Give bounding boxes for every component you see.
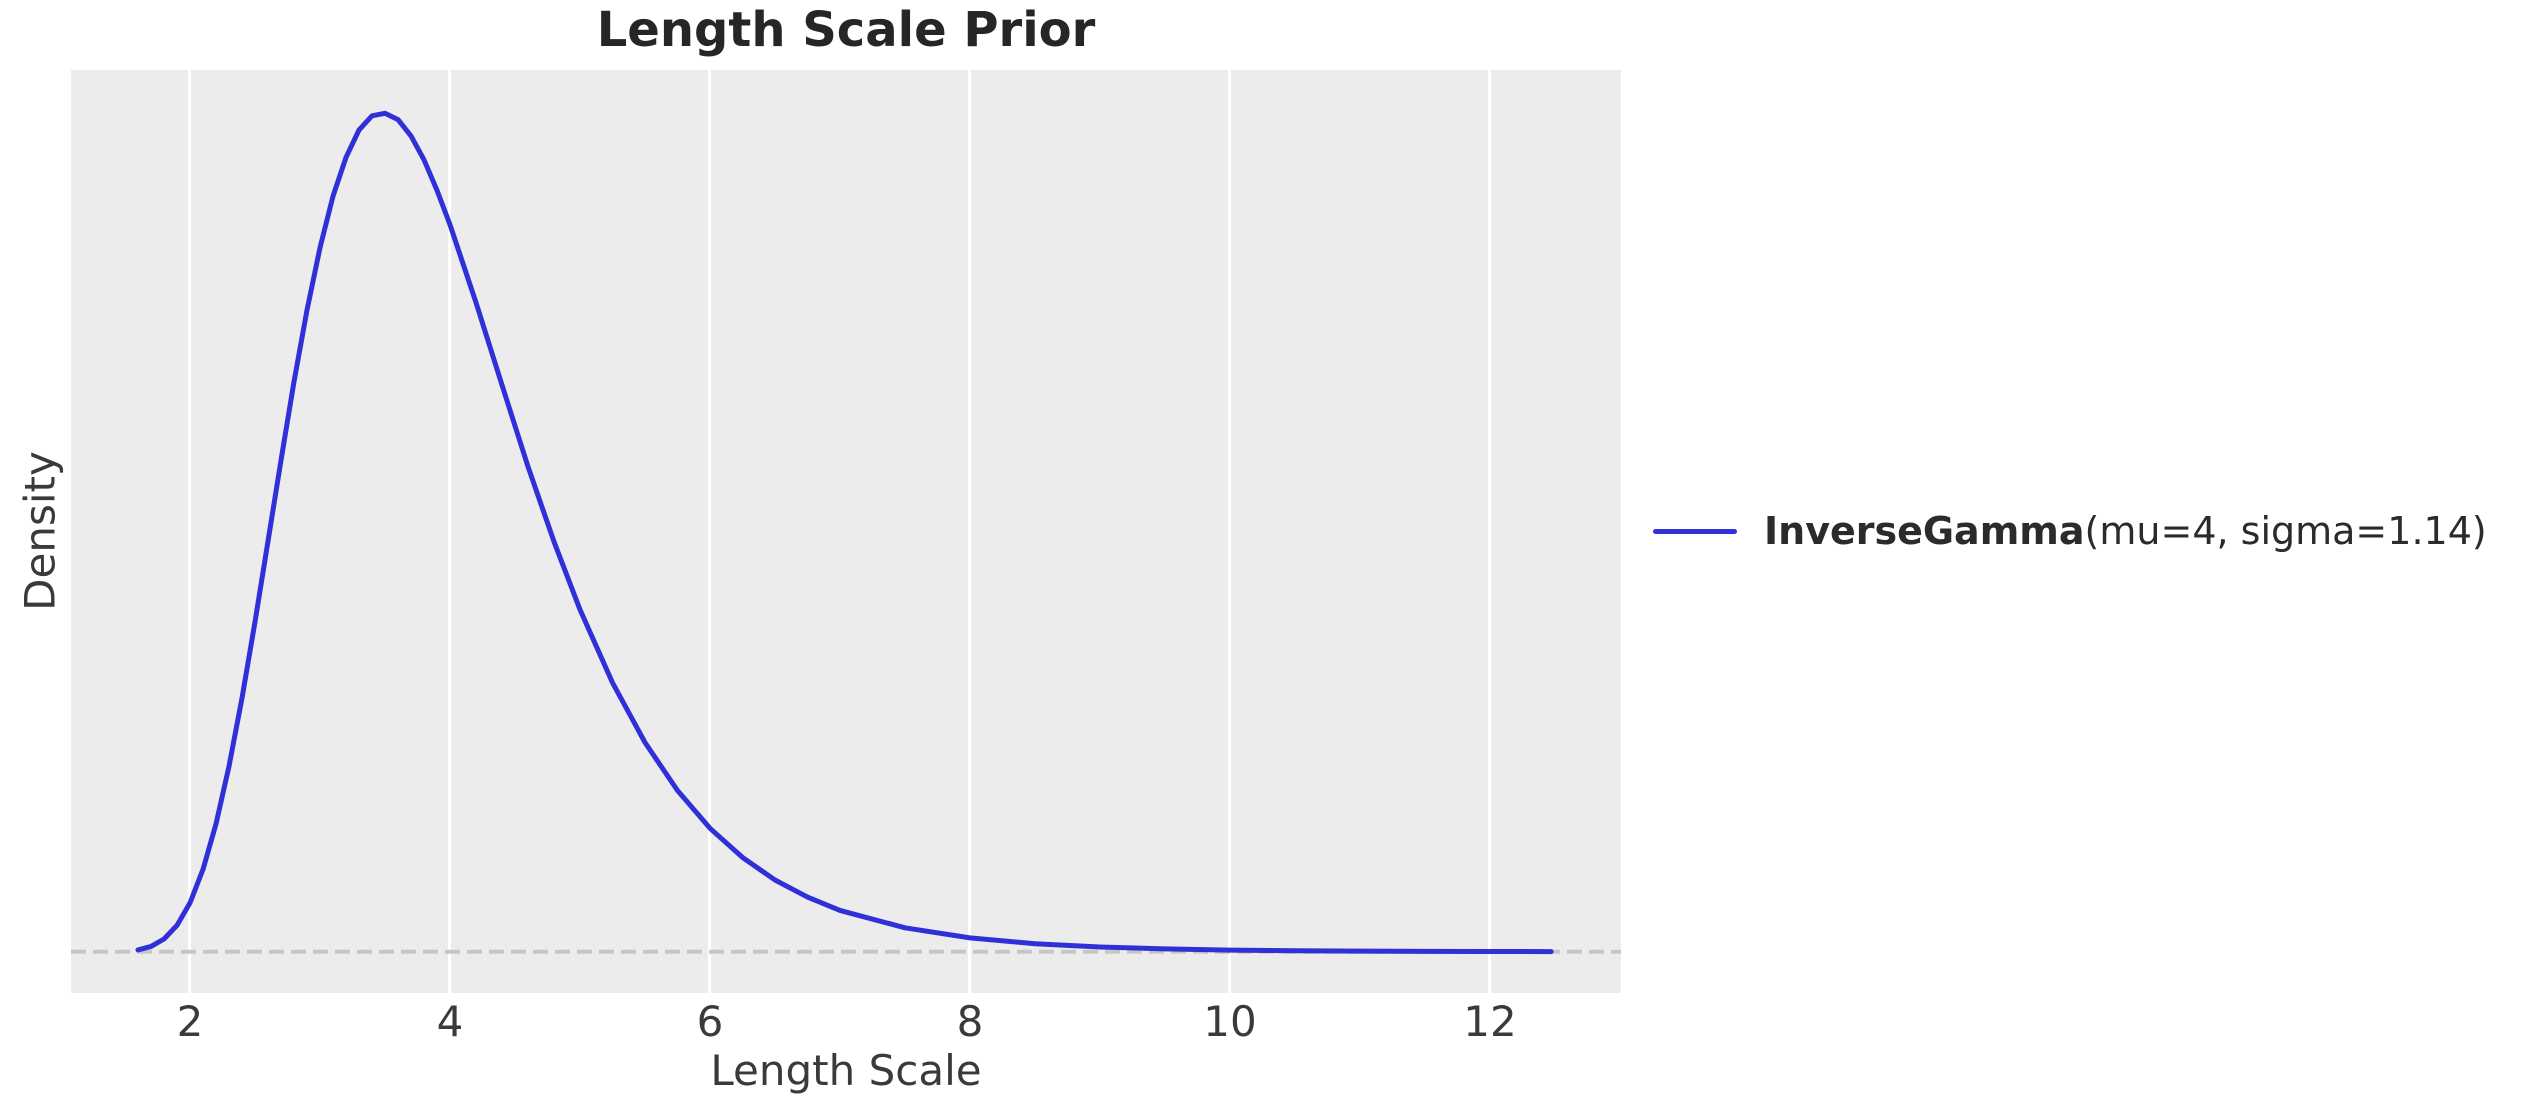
legend: InverseGamma(mu=4, sigma=1.14) [1653,509,2487,553]
gridline-x-10 [1228,70,1232,993]
gridline-x-8 [968,70,972,993]
y-axis-label: Density [15,451,65,611]
x-axis-label: Length Scale [710,1046,982,1095]
chart-canvas [71,110,1621,955]
x-tick-label-12: 12 [1463,997,1517,1046]
density-curve [135,110,1554,955]
legend-series-name: InverseGamma [1764,509,2085,553]
x-tick-label-8: 8 [956,997,984,1046]
x-tick-label-2: 2 [176,997,204,1046]
x-tick-label-10: 10 [1203,997,1257,1046]
x-tick-label-4: 4 [436,997,464,1046]
gridline-x-12 [1488,70,1492,993]
gridline-x-2 [188,70,192,993]
legend-series-params: (mu=4, sigma=1.14) [2084,509,2487,553]
x-tick-label-6: 6 [696,997,724,1046]
chart-title: Length Scale Prior [596,2,1096,58]
legend-line-swatch [1653,528,1737,534]
gridline-x-6 [708,70,712,993]
legend-label: InverseGamma(mu=4, sigma=1.14) [1764,509,2487,553]
gridline-x-4 [448,70,452,993]
plot-area [71,70,1621,993]
